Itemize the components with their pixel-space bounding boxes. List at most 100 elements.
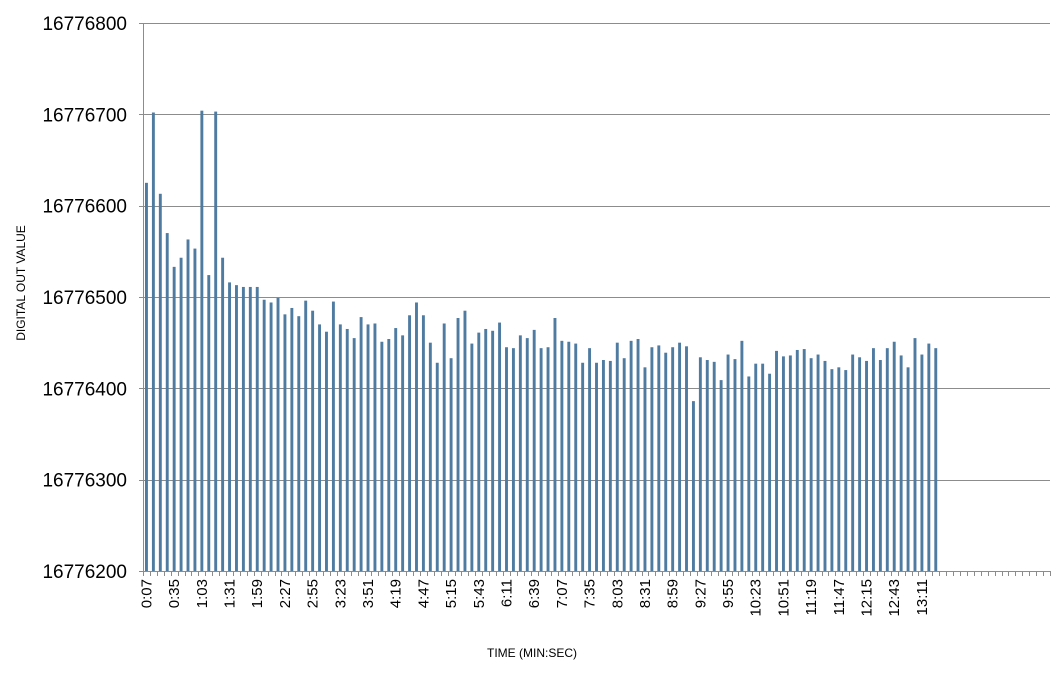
- bar: [871, 348, 875, 571]
- bar: [449, 358, 453, 571]
- bar: [532, 329, 536, 571]
- bar: [511, 348, 515, 571]
- bar: [678, 342, 682, 571]
- bar: [830, 369, 834, 571]
- bar: [622, 358, 626, 571]
- bar: [290, 307, 294, 571]
- bar: [595, 362, 598, 571]
- bar: [228, 282, 231, 571]
- x-tick-label: 12:15: [859, 579, 876, 617]
- bar: [761, 363, 765, 571]
- bar: [283, 314, 287, 571]
- bar: [539, 348, 543, 571]
- bar: [401, 335, 405, 571]
- axes: [139, 23, 1051, 576]
- bar: [781, 356, 785, 571]
- bar: [671, 347, 675, 571]
- bar: [788, 355, 792, 571]
- bar: [809, 358, 813, 571]
- bar: [892, 341, 896, 571]
- x-tick-label: 8:59: [665, 579, 682, 608]
- bar: [878, 360, 882, 571]
- x-tick-label: 6:39: [526, 579, 543, 608]
- x-tick-label: 9:55: [720, 579, 737, 608]
- bar: [415, 302, 418, 571]
- bar: [719, 380, 723, 571]
- bar: [276, 297, 280, 571]
- bar: [318, 324, 322, 571]
- bar: [505, 347, 508, 571]
- bar: [601, 360, 605, 571]
- bar: [747, 376, 751, 571]
- bar: [304, 300, 308, 571]
- x-tick-label: 5:43: [471, 579, 488, 608]
- bar: [740, 340, 744, 571]
- bar: [207, 275, 211, 571]
- bar: [172, 266, 176, 571]
- y-tick-label: 16776600: [42, 197, 127, 218]
- bar: [442, 323, 446, 571]
- bar: [331, 301, 335, 571]
- y-tick-labels: 16776800 16776700 16776600 16776500 16776400…: [42, 14, 127, 583]
- x-tick-label: 5:15: [443, 579, 460, 608]
- x-tick-label: 1:59: [249, 579, 266, 608]
- bar: [844, 370, 848, 571]
- bar: [359, 317, 363, 571]
- bar: [428, 342, 432, 571]
- bar: [145, 182, 148, 571]
- y-tick-label: 16776300: [42, 471, 127, 492]
- x-tick-label: 12:43: [886, 579, 903, 617]
- bar: [394, 328, 398, 571]
- bar: [726, 354, 730, 571]
- bar: [685, 346, 688, 571]
- x-tick-label: 0:07: [139, 579, 156, 608]
- x-axis-title: TIME (MIN:SEC): [487, 646, 577, 660]
- bar: [214, 111, 218, 571]
- bar: [373, 323, 377, 571]
- bar: [754, 363, 758, 571]
- bar: [470, 343, 474, 571]
- bar: [823, 360, 827, 571]
- bar: [380, 341, 384, 571]
- bar: [553, 318, 557, 571]
- bar: [927, 343, 931, 571]
- bar: [615, 342, 619, 571]
- bar: [165, 233, 169, 571]
- bar: [934, 348, 938, 571]
- bar: [650, 347, 654, 571]
- bar: [248, 286, 252, 571]
- x-tick-labels: 0:07 0:35 1:03 1:31 1:59 2:27 2:55 3:23 3:51 4:19…: [139, 579, 931, 617]
- x-tick-label: 13:11: [914, 579, 931, 615]
- bar: [664, 352, 668, 571]
- bar: [186, 239, 190, 571]
- x-tick-label: 10:23: [748, 579, 765, 617]
- x-tick-label: 8:03: [609, 579, 626, 608]
- x-tick-label: 0:35: [166, 579, 183, 608]
- x-tick-label: 6:11: [499, 579, 516, 607]
- bar: [698, 357, 702, 571]
- bar: [657, 345, 661, 571]
- bar: [311, 310, 315, 571]
- y-tick-label: 16776500: [42, 288, 127, 309]
- bar: [518, 335, 522, 571]
- bar: [200, 110, 204, 572]
- x-tick-label: 9:27: [692, 579, 709, 608]
- x-tick-label: 3:23: [332, 579, 349, 608]
- x-tick-label: 11:47: [831, 579, 848, 615]
- bar: [477, 332, 481, 571]
- bar: [795, 349, 799, 571]
- bar: [816, 354, 820, 571]
- bar: [435, 362, 439, 571]
- bar: [629, 340, 633, 571]
- bar: [705, 360, 709, 571]
- y-axis-title: DIGITAL OUT VALUE: [14, 225, 28, 341]
- bar: [885, 348, 889, 571]
- bar: [525, 338, 529, 571]
- bar: [463, 310, 467, 571]
- bar: [560, 340, 564, 571]
- x-tick-label: 4:19: [388, 579, 405, 608]
- x-tick-label: 2:27: [277, 579, 294, 608]
- x-tick-label: 10:51: [775, 579, 792, 617]
